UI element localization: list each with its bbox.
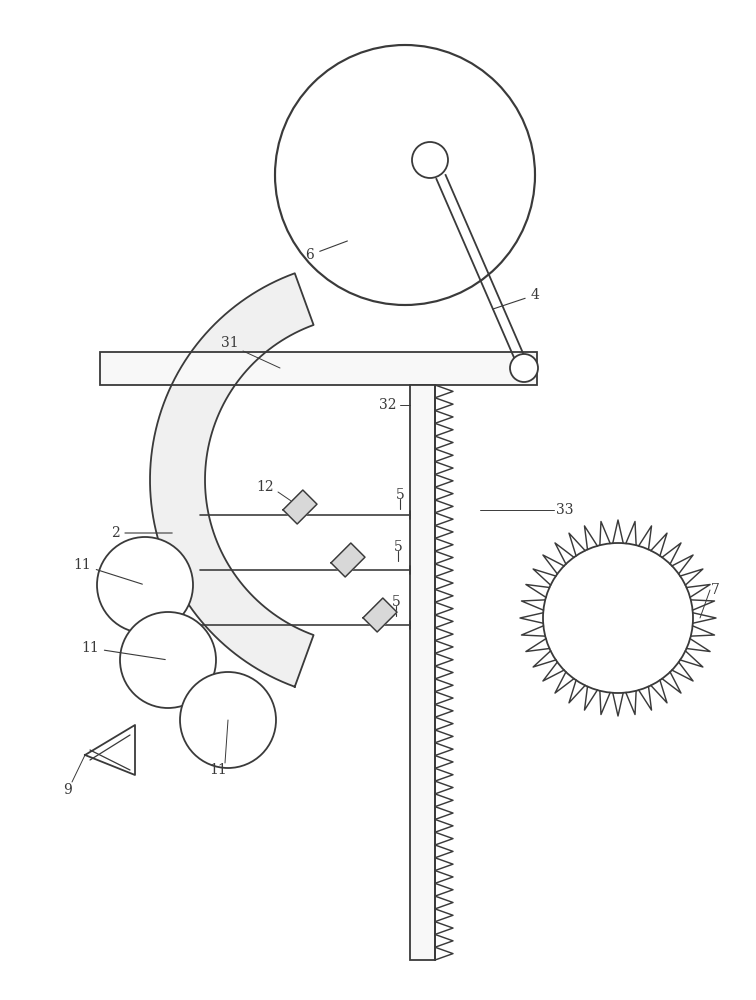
Text: 5: 5 <box>394 540 402 554</box>
Text: 5: 5 <box>395 488 404 502</box>
Polygon shape <box>150 273 314 687</box>
Text: 11: 11 <box>73 558 142 584</box>
Circle shape <box>412 142 448 178</box>
Text: 4: 4 <box>493 288 540 309</box>
Text: 32: 32 <box>380 398 397 412</box>
Text: 33: 33 <box>556 503 574 517</box>
Circle shape <box>510 354 538 382</box>
Polygon shape <box>363 598 397 632</box>
Bar <box>100 352 537 385</box>
Text: 2: 2 <box>110 526 172 540</box>
Text: 5: 5 <box>392 595 401 609</box>
Text: 7: 7 <box>711 583 720 597</box>
Circle shape <box>97 537 193 633</box>
Text: 11: 11 <box>209 763 227 777</box>
Circle shape <box>275 45 535 305</box>
Circle shape <box>543 543 693 693</box>
Circle shape <box>180 672 276 768</box>
Text: 12: 12 <box>256 480 274 494</box>
Polygon shape <box>85 725 135 775</box>
Polygon shape <box>331 543 365 577</box>
Text: 6: 6 <box>305 241 348 262</box>
Circle shape <box>120 612 216 708</box>
Text: 31: 31 <box>222 336 239 350</box>
Text: 9: 9 <box>64 783 73 797</box>
Bar <box>410 385 435 960</box>
Text: 11: 11 <box>81 641 166 660</box>
Polygon shape <box>283 490 317 524</box>
